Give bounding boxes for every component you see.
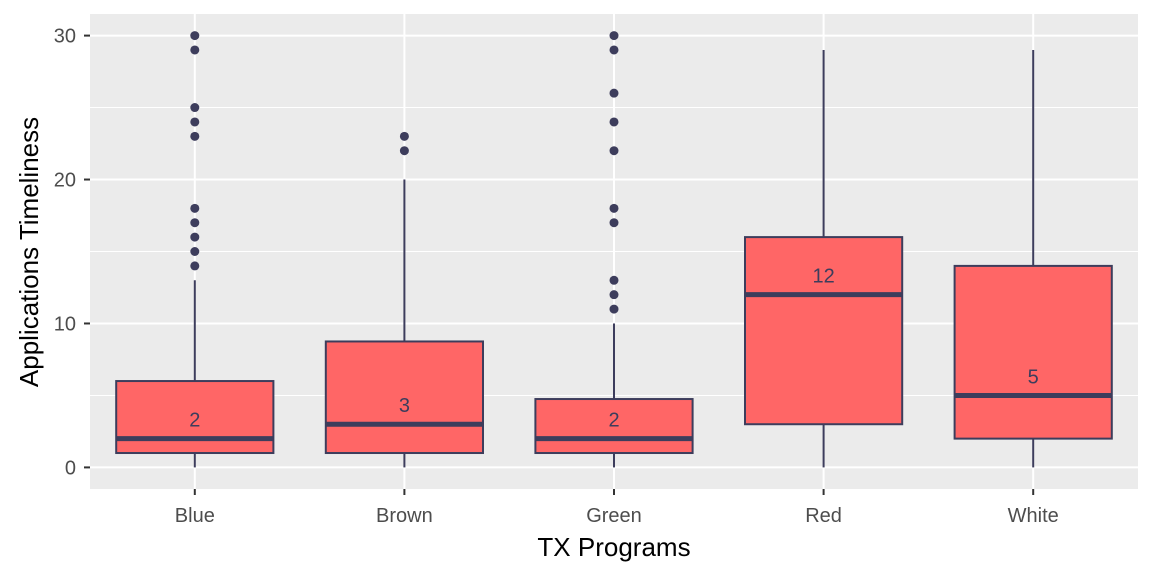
x-tick-label: Green [586, 505, 642, 527]
outlier-point [190, 131, 200, 141]
y-tick-label: 10 [54, 313, 76, 335]
outlier-point [399, 146, 409, 156]
x-tick-label: Blue [175, 505, 215, 527]
box-group-brown: 3 [324, 131, 484, 468]
box-group-blue: 2 [115, 31, 275, 468]
outlier-point [190, 45, 200, 55]
box-iqr [534, 398, 694, 455]
x-tick-label: Red [805, 505, 842, 527]
outlier-point [609, 31, 619, 41]
x-axis: Blue Brown Green Red White [175, 489, 1059, 527]
box-iqr [324, 340, 484, 455]
outlier-point [190, 103, 200, 113]
y-axis-title: Applications Timeliness [14, 117, 44, 387]
outlier-point [609, 275, 619, 285]
outlier-point [190, 232, 200, 242]
outlier-point [609, 45, 619, 55]
median-label: 5 [1028, 366, 1039, 388]
outlier-point [609, 290, 619, 300]
y-tick-label: 30 [54, 26, 76, 48]
outlier-point [190, 247, 200, 256]
outlier-point [609, 117, 619, 127]
outlier-point [609, 304, 619, 314]
median-label: 12 [812, 266, 834, 288]
outlier-point [399, 131, 409, 141]
median-label: 2 [189, 410, 200, 432]
outlier-point [609, 203, 619, 213]
box-iqr [953, 264, 1113, 440]
outlier-point [609, 88, 619, 98]
outlier-point [609, 146, 619, 156]
outlier-point [190, 117, 200, 127]
box-iqr [744, 236, 904, 426]
median-label: 3 [399, 395, 410, 417]
x-tick-label: White [1008, 505, 1059, 527]
x-axis-title: TX Programs [537, 532, 690, 562]
y-tick-label: 20 [54, 170, 76, 192]
box-group-white: 5 [953, 49, 1113, 468]
y-tick-label: 0 [65, 457, 76, 479]
outlier-point [190, 31, 200, 41]
boxes: 2 3 2 12 5 [115, 31, 1113, 468]
box-group-green: 2 [534, 31, 694, 468]
outlier-point [190, 218, 200, 228]
x-tick-label: Brown [376, 505, 433, 527]
box-group-red: 12 [744, 49, 904, 468]
outlier-point [609, 218, 619, 228]
outlier-point [190, 203, 200, 213]
outlier-point [190, 261, 200, 271]
y-axis: 0 10 20 30 [54, 26, 90, 479]
median-label: 2 [608, 410, 619, 432]
